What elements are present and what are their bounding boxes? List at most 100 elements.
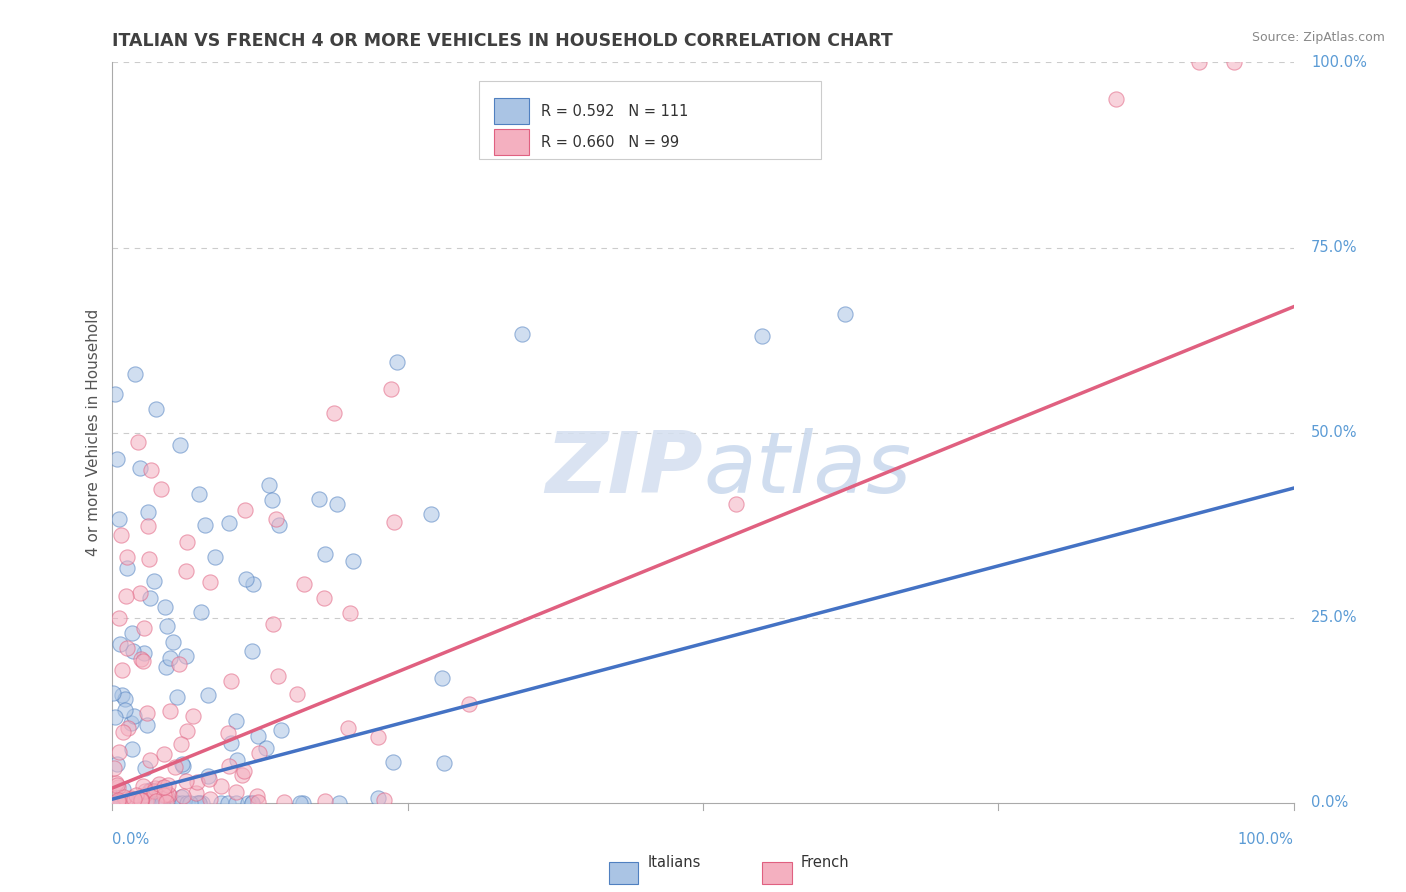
Point: [232, 764, 254, 779]
Point: [187, 796, 209, 810]
Point: [336, 721, 359, 735]
Point: [122, 792, 145, 806]
Point: [108, 796, 131, 810]
Point: [236, 796, 259, 810]
Point: [225, 753, 247, 767]
Point: [219, 736, 242, 750]
Point: [128, 460, 150, 475]
Point: [186, 774, 208, 789]
Point: [209, 796, 232, 810]
Point: [254, 740, 277, 755]
Point: [143, 574, 166, 588]
Point: [235, 572, 257, 586]
Text: 0.0%: 0.0%: [112, 832, 149, 847]
Point: [136, 796, 159, 810]
Point: [188, 487, 211, 501]
Point: [104, 775, 127, 789]
Point: [121, 625, 143, 640]
Point: [112, 782, 135, 797]
Point: [285, 687, 308, 701]
Point: [112, 724, 135, 739]
Point: [169, 438, 191, 452]
Point: [138, 552, 160, 566]
Point: [240, 796, 263, 810]
Point: [134, 784, 156, 798]
Text: R = 0.592   N = 111: R = 0.592 N = 111: [541, 103, 689, 119]
Point: [135, 796, 157, 810]
Point: [225, 714, 247, 728]
Point: [266, 669, 288, 683]
Point: [115, 561, 138, 575]
Point: [136, 518, 159, 533]
Point: [1188, 55, 1211, 70]
Point: [152, 796, 174, 810]
Point: [233, 503, 256, 517]
Point: [323, 406, 346, 420]
Point: [111, 688, 134, 702]
Point: [314, 794, 336, 808]
Point: [153, 788, 176, 802]
Point: [159, 651, 181, 665]
Point: [103, 761, 125, 775]
FancyBboxPatch shape: [494, 98, 530, 124]
Point: [162, 635, 184, 649]
Point: [367, 791, 389, 805]
Point: [139, 796, 162, 810]
Point: [197, 688, 219, 702]
Point: [382, 755, 405, 769]
Point: [198, 791, 221, 805]
Point: [834, 307, 856, 321]
Point: [129, 796, 152, 810]
Point: [118, 792, 141, 806]
Point: [231, 768, 253, 782]
Text: Source: ZipAtlas.com: Source: ZipAtlas.com: [1251, 31, 1385, 45]
Point: [155, 795, 177, 809]
Point: [382, 516, 405, 530]
Point: [204, 549, 226, 564]
Point: [172, 789, 194, 803]
Point: [121, 741, 143, 756]
Point: [225, 784, 247, 798]
Point: [139, 753, 162, 767]
Point: [139, 463, 162, 477]
Point: [134, 796, 156, 810]
Point: [150, 483, 173, 497]
Point: [385, 355, 408, 369]
Point: [135, 794, 157, 808]
Point: [134, 761, 156, 775]
Point: [112, 796, 135, 810]
Point: [146, 796, 169, 810]
Point: [111, 663, 134, 677]
Point: [110, 796, 132, 810]
Text: atlas: atlas: [703, 428, 911, 511]
Point: [131, 796, 153, 810]
Point: [143, 796, 166, 810]
Point: [122, 796, 145, 810]
Point: [145, 794, 167, 808]
Text: 75.0%: 75.0%: [1312, 240, 1358, 255]
Point: [176, 796, 198, 810]
Text: 100.0%: 100.0%: [1237, 832, 1294, 847]
Text: ZIP: ZIP: [546, 428, 703, 511]
Point: [751, 329, 773, 343]
Text: 100.0%: 100.0%: [1312, 55, 1367, 70]
Point: [136, 796, 159, 810]
Point: [510, 326, 533, 341]
Point: [107, 512, 129, 526]
Point: [174, 564, 197, 578]
Point: [170, 789, 193, 804]
Point: [110, 528, 132, 542]
Point: [176, 648, 198, 663]
Point: [129, 793, 152, 807]
Point: [107, 795, 129, 809]
Point: [291, 796, 314, 810]
Point: [149, 781, 172, 796]
Point: [107, 745, 129, 759]
Point: [217, 796, 239, 810]
Text: 50.0%: 50.0%: [1312, 425, 1358, 440]
Point: [132, 654, 155, 668]
Point: [115, 589, 138, 603]
Point: [187, 796, 209, 810]
Point: [120, 791, 142, 805]
Point: [373, 793, 395, 807]
